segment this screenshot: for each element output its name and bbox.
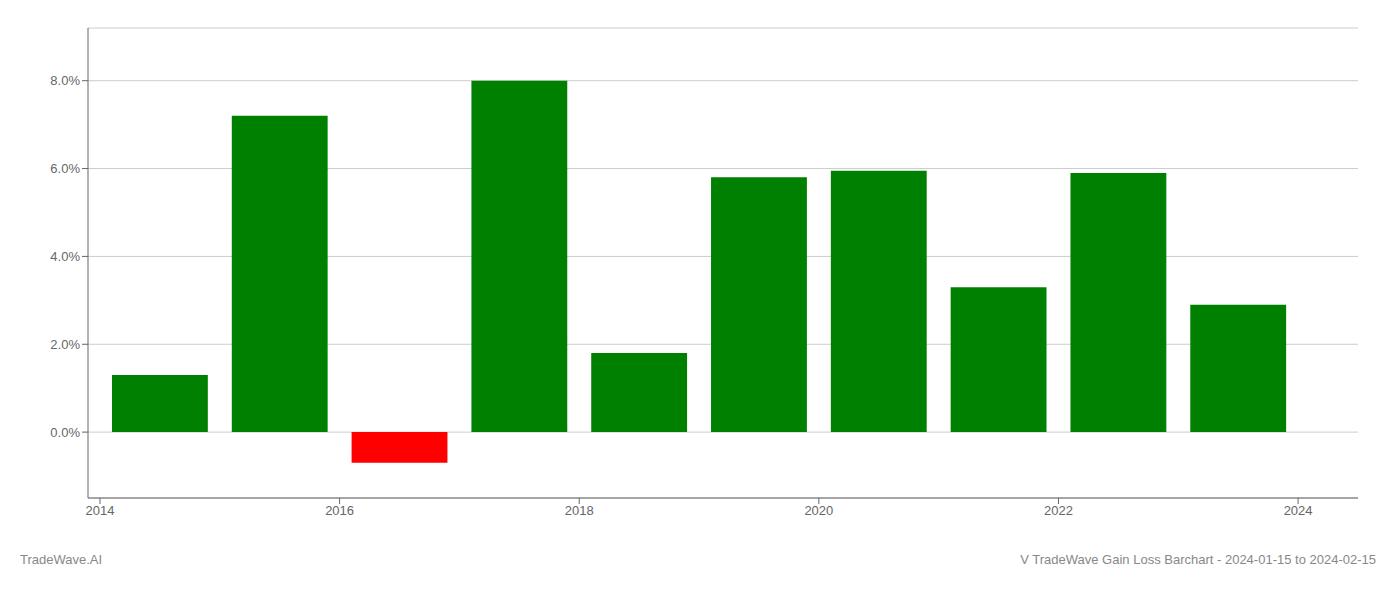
html-text:V TradeWave Gain Loss Barchart: V TradeWave Gain Loss Barchart - 2024-01… [1020, 552, 1376, 567]
svg-text:2016: 2016 [325, 503, 354, 518]
html-text:TradeWave.AI: TradeWave.AI [20, 552, 103, 567]
svg-text:0.0%: 0.0% [50, 425, 80, 440]
svg-text:8.0%: 8.0% [50, 73, 80, 88]
svg-text:2022: 2022 [1044, 503, 1073, 518]
svg-text:2018: 2018 [565, 503, 594, 518]
svg-text:2.0%: 2.0% [50, 337, 80, 352]
svg-text:4.0%: 4.0% [50, 249, 80, 264]
svg-text:2024: 2024 [1284, 503, 1313, 518]
svg-text:2020: 2020 [804, 503, 833, 518]
svg-text:2014: 2014 [86, 503, 115, 518]
svg-text:6.0%: 6.0% [50, 161, 80, 176]
